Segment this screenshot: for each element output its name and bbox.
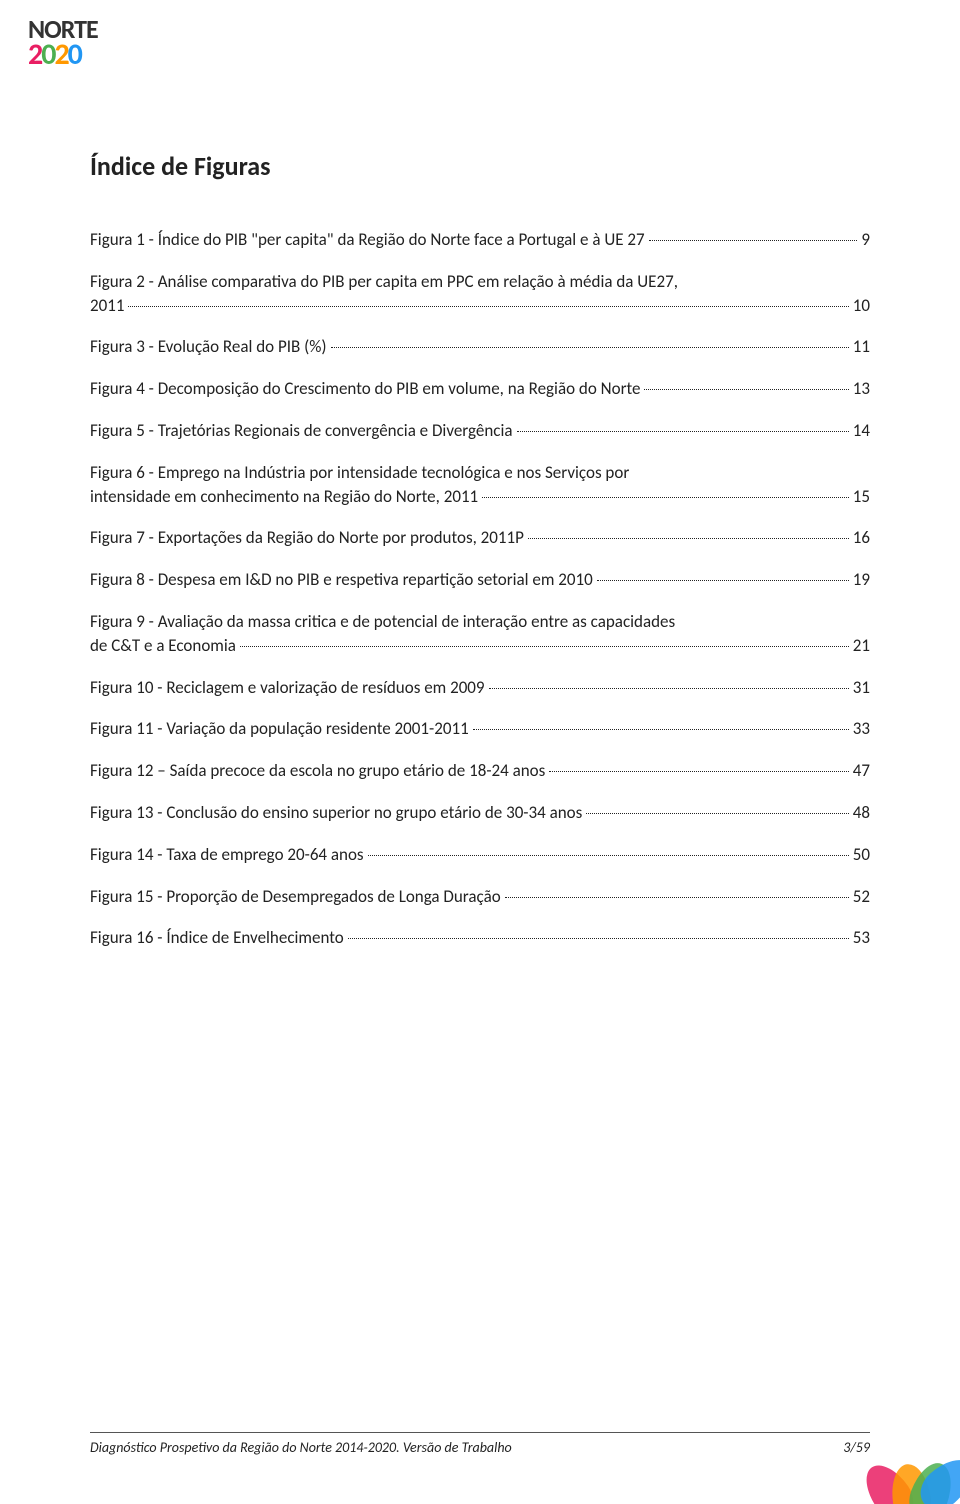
toc-entry-text: Figura 16 - Índice de Envelhecimento [90,926,344,950]
toc-entry: Figura 2 - Análise comparativa do PIB pe… [90,270,870,318]
logo-text-bottom: 2 0 2 0 [28,41,98,68]
toc-entry: Figura 3 - Evolução Real do PIB (%) 11 [90,335,870,359]
toc-entry-text: Figura 10 - Reciclagem e valorização de … [90,676,485,700]
toc-entry-text: Figura 1 - Índice do PIB "per capita" da… [90,228,645,252]
toc-page-number: 47 [853,759,870,783]
toc-entry-text: Figura 11 - Variação da população reside… [90,717,469,741]
toc-page-number: 11 [853,335,870,359]
toc-page-number: 33 [853,717,870,741]
toc-dots [348,938,849,939]
toc-dots [128,306,848,307]
toc-page-number: 9 [861,228,870,252]
document-content: Índice de Figuras Figura 1 - Índice do P… [90,150,870,950]
toc-entry: Figura 9 - Avaliação da massa critica e … [90,610,870,658]
toc-dots [489,688,849,689]
logo-digit: 2 [28,41,41,68]
toc-dots [517,431,849,432]
footer-text: Diagnóstico Prospetivo da Região do Nort… [90,1439,512,1456]
page-title: Índice de Figuras [90,150,870,182]
toc-page-number: 48 [853,801,870,825]
toc-entry: Figura 1 - Índice do PIB "per capita" da… [90,228,870,252]
toc-entry-text-tail: intensidade em conhecimento na Região do… [90,485,478,509]
toc-dots [482,497,849,498]
toc-entry-text: Figura 14 - Taxa de emprego 20-64 anos [90,843,364,867]
toc-entry: Figura 13 - Conclusão do ensino superior… [90,801,870,825]
toc-page-number: 31 [853,676,870,700]
logo-digit: 2 [54,41,67,68]
logo-digit: 0 [68,41,81,68]
toc-entry-text: Figura 2 - Análise comparativa do PIB pe… [90,270,870,294]
toc-dots [586,813,848,814]
toc-page-number: 14 [853,419,870,443]
toc-entry: Figura 4 - Decomposição do Crescimento d… [90,377,870,401]
toc-entry-text: Figura 8 - Despesa em I&D no PIB e respe… [90,568,593,592]
logo: NORTE 2 0 2 0 [28,18,98,68]
toc-page-number: 53 [853,926,870,950]
logo-digit: 0 [41,41,54,68]
toc-dots [473,729,849,730]
decorative-corner-icon [840,1414,960,1504]
toc-dots [644,389,848,390]
toc-dots [368,855,849,856]
toc-page-number: 15 [853,485,870,509]
toc-page-number: 19 [853,568,870,592]
toc-entry: Figura 6 - Emprego na Indústria por inte… [90,461,870,509]
toc-entry: Figura 10 - Reciclagem e valorização de … [90,676,870,700]
toc-page-number: 10 [853,294,870,318]
toc-page-number: 52 [853,885,870,909]
toc-page-number: 21 [853,634,870,658]
toc-dots [240,646,849,647]
toc-entry: Figura 8 - Despesa em I&D no PIB e respe… [90,568,870,592]
toc-entry: Figura 14 - Taxa de emprego 20-64 anos 5… [90,843,870,867]
toc-dots [505,897,849,898]
toc-entry: Figura 7 - Exportações da Região do Nort… [90,526,870,550]
toc-dots [331,347,849,348]
toc-dots [597,580,849,581]
toc-dots [528,538,849,539]
toc-entry-text: Figura 9 - Avaliação da massa critica e … [90,610,870,634]
toc-entry-text: Figura 12 – Saída precoce da escola no g… [90,759,545,783]
toc-entry: Figura 12 – Saída precoce da escola no g… [90,759,870,783]
toc-entry-text-tail: de C&T e a Economia [90,634,236,658]
footer: Diagnóstico Prospetivo da Região do Nort… [90,1432,870,1456]
toc-entry-text: Figura 13 - Conclusão do ensino superior… [90,801,582,825]
toc-entry-text: Figura 15 - Proporção de Desempregados d… [90,885,501,909]
toc-dots [549,771,848,772]
toc-entry-text: Figura 3 - Evolução Real do PIB (%) [90,335,327,359]
toc-entry-text: Figura 4 - Decomposição do Crescimento d… [90,377,640,401]
toc-page-number: 50 [853,843,870,867]
toc-entry: Figura 16 - Índice de Envelhecimento 53 [90,926,870,950]
toc-entry: Figura 5 - Trajetórias Regionais de conv… [90,419,870,443]
table-of-contents: Figura 1 - Índice do PIB "per capita" da… [90,228,870,950]
toc-entry: Figura 11 - Variação da população reside… [90,717,870,741]
toc-dots [649,240,858,241]
toc-page-number: 16 [853,526,870,550]
toc-entry-text: Figura 7 - Exportações da Região do Nort… [90,526,524,550]
toc-entry-text: Figura 5 - Trajetórias Regionais de conv… [90,419,513,443]
toc-page-number: 13 [853,377,870,401]
toc-entry-text: Figura 6 - Emprego na Indústria por inte… [90,461,870,485]
toc-entry: Figura 15 - Proporção de Desempregados d… [90,885,870,909]
toc-entry-text-tail: 2011 [90,294,124,318]
